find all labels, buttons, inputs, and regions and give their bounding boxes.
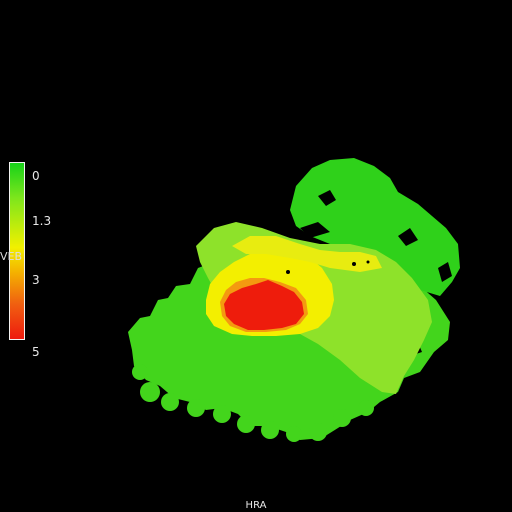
scale-title: VEB: [0, 250, 23, 263]
scale-tick-1: 1.3: [32, 214, 52, 228]
scale-tick-3: 5: [32, 345, 40, 359]
region-red: [224, 280, 304, 330]
color-scale-bar: [9, 162, 25, 340]
scale-tick-2: 3: [32, 273, 40, 287]
region-low-upper-lobe: [290, 158, 460, 296]
region-spots: [286, 260, 370, 274]
region-yellow-patch: [232, 236, 382, 272]
view-label: HRA: [245, 500, 267, 511]
scale-tick-0: 0: [32, 169, 40, 183]
region-low-lobes: [132, 364, 374, 442]
